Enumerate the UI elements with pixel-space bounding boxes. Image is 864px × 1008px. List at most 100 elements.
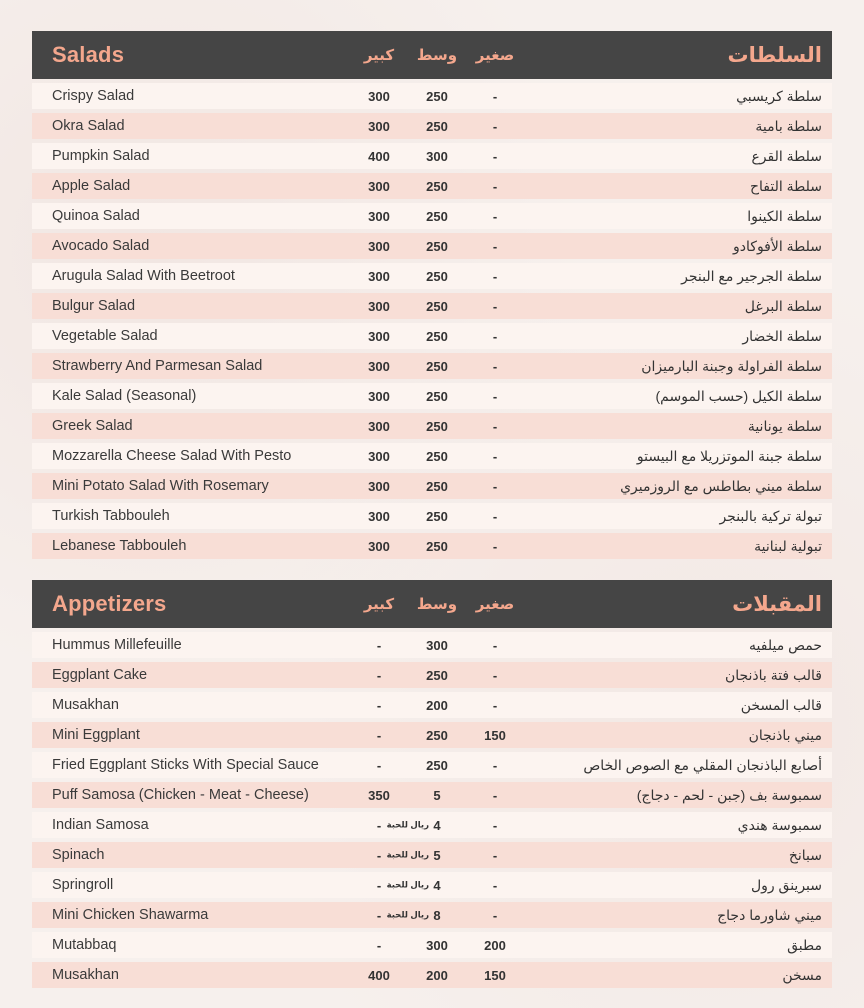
item-name-ar: قالب المسخن	[740, 696, 822, 713]
price-medium-value: 250	[426, 298, 448, 314]
column-header-large: كبير	[363, 47, 395, 64]
item-name-ar: سلطة الأفوكادو	[733, 237, 822, 254]
price-small: -	[492, 418, 498, 434]
price-medium-value: 250	[426, 118, 448, 134]
price-medium: 200	[408, 968, 466, 983]
price-small: -	[492, 757, 498, 773]
price-medium-value: 300	[426, 148, 448, 164]
price-large: 300	[368, 388, 390, 404]
price-medium-value: 250	[426, 448, 448, 464]
price-large: 300	[368, 478, 390, 494]
price-small: -	[492, 238, 498, 254]
menu-row: Greek Salad 300 250 - سلطة يونانية	[32, 413, 832, 439]
item-name-en: Fried Eggplant Sticks With Special Sauce	[52, 757, 319, 773]
price-medium-value: 4	[433, 877, 441, 893]
price-medium: 250	[408, 119, 466, 134]
price-medium: 250	[408, 479, 466, 494]
price-medium-value: 250	[426, 418, 448, 434]
item-name-en: Pumpkin Salad	[52, 148, 150, 164]
price-medium: 4 ريال للحبة	[387, 818, 466, 833]
item-name-en: Crispy Salad	[52, 88, 135, 104]
price-medium: 250	[408, 239, 466, 254]
price-small: -	[492, 847, 498, 863]
price-small: -	[492, 877, 498, 893]
price-medium: 250	[408, 449, 466, 464]
item-name-en: Arugula Salad With Beetroot	[52, 268, 235, 284]
item-name-ar: سلطة الكيل (حسب الموسم)	[655, 387, 822, 404]
price-large: 300	[368, 208, 390, 224]
price-small: -	[492, 817, 498, 833]
item-name-ar: سلطة القرع	[751, 147, 822, 164]
menu-row: Hummus Millefeuille - 300 - حمص ميلفيه	[32, 632, 832, 658]
item-name-en: Hummus Millefeuille	[52, 637, 182, 653]
price-medium-value: 250	[426, 508, 448, 524]
menu-sections-container: Salads كبير وسط صغير السلطات Crispy Sala…	[32, 31, 832, 988]
price-large: 300	[368, 238, 390, 254]
price-small: -	[492, 328, 498, 344]
price-large: 300	[368, 418, 390, 434]
price-medium: 250	[408, 509, 466, 524]
menu-row: Mozzarella Cheese Salad With Pesto 300 2…	[32, 443, 832, 469]
menu-row: Bulgur Salad 300 250 - سلطة البرغل	[32, 293, 832, 319]
price-medium: 250	[408, 359, 466, 374]
price-small: 150	[484, 967, 506, 983]
menu-row: Pumpkin Salad 400 300 - سلطة القرع	[32, 143, 832, 169]
section-rows: Hummus Millefeuille - 300 - حمص ميلفيه E…	[32, 632, 832, 988]
menu-row: Spinach - 5 ريال للحبة - سبانخ	[32, 842, 832, 868]
price-small: -	[492, 118, 498, 134]
price-medium: 300	[408, 149, 466, 164]
item-name-ar: سلطة الفراولة وجبنة البارميزان	[641, 357, 822, 374]
menu-row: Eggplant Cake - 250 - قالب فتة باذنجان	[32, 662, 832, 688]
menu-row: Indian Samosa - 4 ريال للحبة - سمبوسة هند…	[32, 812, 832, 838]
price-medium: 250	[408, 728, 466, 743]
menu-row: Vegetable Salad 300 250 - سلطة الخضار	[32, 323, 832, 349]
section-rows: Crispy Salad 300 250 - سلطة كريسبي Okra …	[32, 83, 832, 559]
price-small: -	[492, 787, 498, 803]
price-small: -	[492, 478, 498, 494]
price-small: -	[492, 538, 498, 554]
price-large: -	[376, 757, 382, 773]
menu-row: Musakhan - 200 - قالب المسخن	[32, 692, 832, 718]
menu-row: Avocado Salad 300 250 - سلطة الأفوكادو	[32, 233, 832, 259]
price-medium-value: 250	[426, 328, 448, 344]
item-name-ar: سمبوسة بف (جبن - لحم - دجاج)	[636, 786, 822, 803]
item-name-ar: مسخن	[782, 966, 822, 983]
price-medium: 250	[408, 668, 466, 683]
price-medium: 5 ريال للحبة	[387, 848, 466, 863]
item-name-ar: سلطة جبنة الموتزريلا مع البيستو	[636, 447, 822, 464]
price-large: 300	[368, 508, 390, 524]
price-medium-value: 250	[426, 388, 448, 404]
item-name-ar: تبولة تركية بالبنجر	[719, 507, 822, 524]
menu-row: Lebanese Tabbouleh 300 250 - تبولية لبنا…	[32, 533, 832, 559]
menu-row: Mini Chicken Shawarma - 8 ريال للحبة - مي…	[32, 902, 832, 928]
price-medium-unit: ريال للحبة	[386, 819, 429, 830]
price-medium-value: 200	[426, 967, 448, 983]
item-name-en: Kale Salad (Seasonal)	[52, 388, 197, 404]
price-medium-value: 300	[426, 637, 448, 653]
price-medium-value: 250	[426, 238, 448, 254]
price-medium-value: 250	[426, 727, 448, 743]
price-large: 300	[368, 178, 390, 194]
item-name-en: Eggplant Cake	[52, 667, 148, 683]
menu-row: Crispy Salad 300 250 - سلطة كريسبي	[32, 83, 832, 109]
column-header-small: صغير	[475, 596, 515, 613]
price-large: 300	[368, 328, 390, 344]
item-name-ar: سلطة كريسبي	[736, 87, 822, 104]
menu-row: Mutabbaq - 300 200 مطبق	[32, 932, 832, 958]
menu-row: Strawberry And Parmesan Salad 300 250 - …	[32, 353, 832, 379]
item-name-ar: سلطة الخضار	[742, 327, 822, 344]
price-small: -	[492, 388, 498, 404]
item-name-en: Mozzarella Cheese Salad With Pesto	[52, 448, 292, 464]
price-medium-value: 250	[426, 538, 448, 554]
price-large: 300	[368, 538, 390, 554]
price-large: 300	[368, 298, 390, 314]
item-name-en: Mini Eggplant	[52, 727, 140, 743]
column-header-small: صغير	[475, 47, 515, 64]
price-medium: 250	[408, 209, 466, 224]
item-name-en: Mutabbaq	[52, 937, 117, 953]
price-large: 300	[368, 358, 390, 374]
menu-row: Arugula Salad With Beetroot 300 250 - سل…	[32, 263, 832, 289]
price-small: 200	[484, 937, 506, 953]
price-small: -	[492, 637, 498, 653]
price-medium-unit: ريال للحبة	[386, 849, 429, 860]
